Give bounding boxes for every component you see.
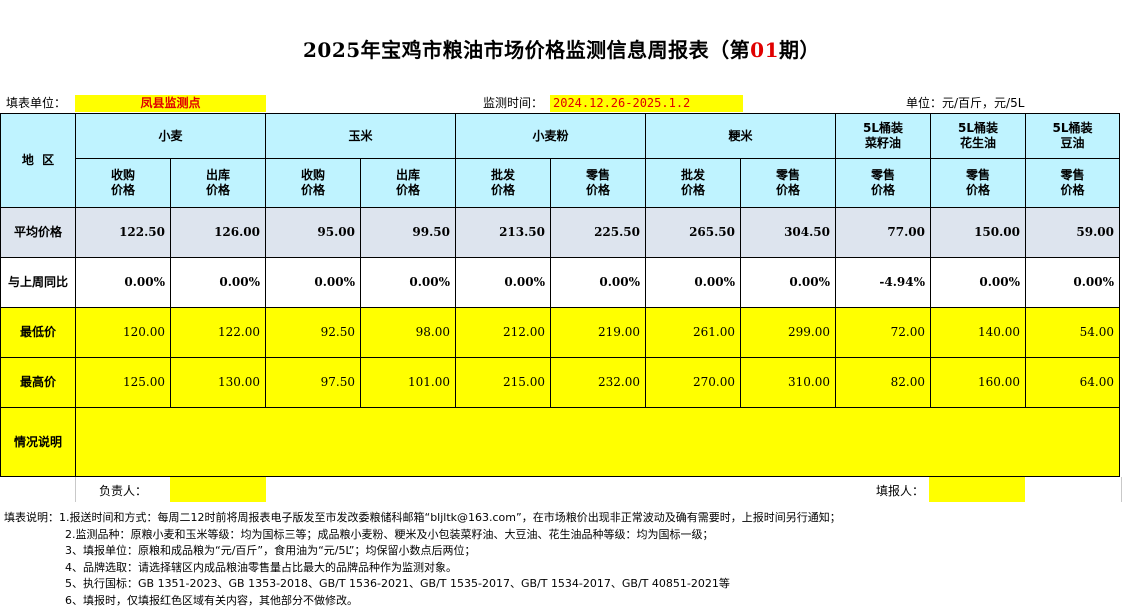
time-field[interactable]: 2024.12.26-2025.1.2 <box>550 95 743 112</box>
instructions: 填表说明：1.报送时间和方式：每周二12时前将周报表电子版发至市发改委粮储科邮箱… <box>4 510 841 609</box>
min-price-input[interactable]: 54.00 <box>1025 307 1120 358</box>
min-price-input[interactable]: 122.00 <box>170 307 266 358</box>
row-week-change: 与上周同比 0.00% 0.00% 0.00% 0.00% 0.00% 0.00… <box>0 257 1120 308</box>
sub-header: 零售 价格 <box>1025 158 1120 208</box>
product-header-flour: 小麦粉 <box>455 113 646 159</box>
remark-input[interactable] <box>75 407 1120 477</box>
report-title: 2025年宝鸡市粮油市场价格监测信息周报表（第01期） <box>0 34 1123 63</box>
time-label: 监测时间： <box>483 96 544 110</box>
avg-cell: 77.00 <box>835 207 931 258</box>
max-price-input[interactable]: 97.50 <box>265 357 361 408</box>
sub-header: 零售 价格 <box>930 158 1026 208</box>
max-price-input[interactable]: 215.00 <box>455 357 551 408</box>
issue-number: 01 <box>750 38 779 62</box>
row-label-week-change: 与上周同比 <box>0 257 76 308</box>
min-price-input[interactable]: 140.00 <box>930 307 1026 358</box>
max-price-input[interactable]: 125.00 <box>75 357 171 408</box>
region-header: 地 区 <box>0 113 76 208</box>
change-cell: -4.94% <box>835 257 931 308</box>
row-remark: 情况说明 <box>0 407 1120 477</box>
sub-header: 收购 价格 <box>265 158 361 208</box>
note-line: 6、填报时，仅填报红色区域有关内容，其他部分不做修改。 <box>65 593 358 607</box>
min-price-input[interactable]: 261.00 <box>645 307 741 358</box>
avg-cell: 213.50 <box>455 207 551 258</box>
max-price-input[interactable]: 310.00 <box>740 357 836 408</box>
sub-header: 出库 价格 <box>170 158 266 208</box>
signature-row: 负责人： 填报人： <box>0 477 1123 502</box>
product-header-peanut-oil: 5L桶装 花生油 <box>930 113 1026 159</box>
row-label-min: 最低价 <box>0 307 76 358</box>
avg-cell: 59.00 <box>1025 207 1120 258</box>
unit-field[interactable]: 凤县监测点 <box>75 95 266 112</box>
change-cell: 0.00% <box>265 257 361 308</box>
avg-cell: 126.00 <box>170 207 266 258</box>
title-suffix: 期） <box>779 38 820 62</box>
sub-header: 批发 价格 <box>455 158 551 208</box>
row-average: 平均价格 122.50 126.00 95.00 99.50 213.50 22… <box>0 207 1120 258</box>
max-price-input[interactable]: 232.00 <box>550 357 646 408</box>
sub-header: 零售 价格 <box>835 158 931 208</box>
min-price-input[interactable]: 72.00 <box>835 307 931 358</box>
change-cell: 0.00% <box>1025 257 1120 308</box>
leader-label: 负责人： <box>99 484 148 498</box>
filler-label: 填报人： <box>876 484 925 498</box>
avg-cell: 99.50 <box>360 207 456 258</box>
change-cell: 0.00% <box>930 257 1026 308</box>
product-header-soybean-oil: 5L桶装 豆油 <box>1025 113 1120 159</box>
note-line: 2.监测品种：原粮小麦和玉米等级：均为国标三等；成品粮小麦粉、粳米及小包装菜籽油… <box>65 527 714 541</box>
product-header-rapeseed-oil: 5L桶装 菜籽油 <box>835 113 931 159</box>
avg-cell: 304.50 <box>740 207 836 258</box>
change-cell: 0.00% <box>170 257 266 308</box>
min-price-input[interactable]: 299.00 <box>740 307 836 358</box>
note-line: 填表说明：1.报送时间和方式：每周二12时前将周报表电子版发至市发改委粮储科邮箱… <box>4 511 841 524</box>
sub-header-row: 收购 价格 出库 价格 收购 价格 出库 价格 批发 价格 零售 价格 批发 价… <box>1 158 1120 208</box>
change-cell: 0.00% <box>360 257 456 308</box>
avg-cell: 150.00 <box>930 207 1026 258</box>
sub-header: 出库 价格 <box>360 158 456 208</box>
product-header-corn: 玉米 <box>265 113 456 159</box>
max-price-input[interactable]: 101.00 <box>360 357 456 408</box>
row-max: 最高价 125.00 130.00 97.50 101.00 215.00 23… <box>0 357 1120 408</box>
change-cell: 0.00% <box>550 257 646 308</box>
min-price-input[interactable]: 212.00 <box>455 307 551 358</box>
price-table: 地 区 小麦 玉米 小麦粉 粳米 5L桶装 菜籽油 5L桶装 花生油 5L桶装 … <box>0 113 1120 477</box>
min-price-input[interactable]: 219.00 <box>550 307 646 358</box>
title-text: 2025年宝鸡市粮油市场价格监测信息周报表（第 <box>302 38 751 62</box>
measure-unit: 单位：元/百斤，元/5L <box>906 96 1025 110</box>
max-price-input[interactable]: 82.00 <box>835 357 931 408</box>
avg-cell: 95.00 <box>265 207 361 258</box>
note-line: 4、品牌选取：请选择辖区内成品粮油零售量占比最大的品牌品种作为监测对象。 <box>65 560 457 574</box>
leader-field[interactable] <box>170 477 266 502</box>
change-cell: 0.00% <box>455 257 551 308</box>
avg-cell: 265.50 <box>645 207 741 258</box>
min-price-input[interactable]: 120.00 <box>75 307 171 358</box>
avg-cell: 225.50 <box>550 207 646 258</box>
row-label-average: 平均价格 <box>0 207 76 258</box>
sub-header: 批发 价格 <box>645 158 741 208</box>
avg-cell: 122.50 <box>75 207 171 258</box>
min-price-input[interactable]: 92.50 <box>265 307 361 358</box>
note-line: 3、填报单位：原粮和成品粮为“元/百斤”，食用油为“元/5L”；均保留小数点后两… <box>65 544 476 557</box>
product-header-wheat: 小麦 <box>75 113 266 159</box>
min-price-input[interactable]: 98.00 <box>360 307 456 358</box>
max-price-input[interactable]: 130.00 <box>170 357 266 408</box>
sub-header: 零售 价格 <box>740 158 836 208</box>
note-line: 5、执行国标：GB 1351-2023、GB 1353-2018、GB/T 15… <box>65 577 730 590</box>
row-label-remark: 情况说明 <box>0 407 76 477</box>
sub-header: 收购 价格 <box>75 158 171 208</box>
product-header-rice: 粳米 <box>645 113 836 159</box>
change-cell: 0.00% <box>645 257 741 308</box>
unit-label: 填表单位： <box>6 96 67 110</box>
change-cell: 0.00% <box>740 257 836 308</box>
max-price-input[interactable]: 270.00 <box>645 357 741 408</box>
sub-header: 零售 价格 <box>550 158 646 208</box>
row-min: 最低价 120.00 122.00 92.50 98.00 212.00 219… <box>0 307 1120 358</box>
filler-field[interactable] <box>929 477 1025 502</box>
max-price-input[interactable]: 64.00 <box>1025 357 1120 408</box>
row-label-max: 最高价 <box>0 357 76 408</box>
max-price-input[interactable]: 160.00 <box>930 357 1026 408</box>
change-cell: 0.00% <box>75 257 171 308</box>
